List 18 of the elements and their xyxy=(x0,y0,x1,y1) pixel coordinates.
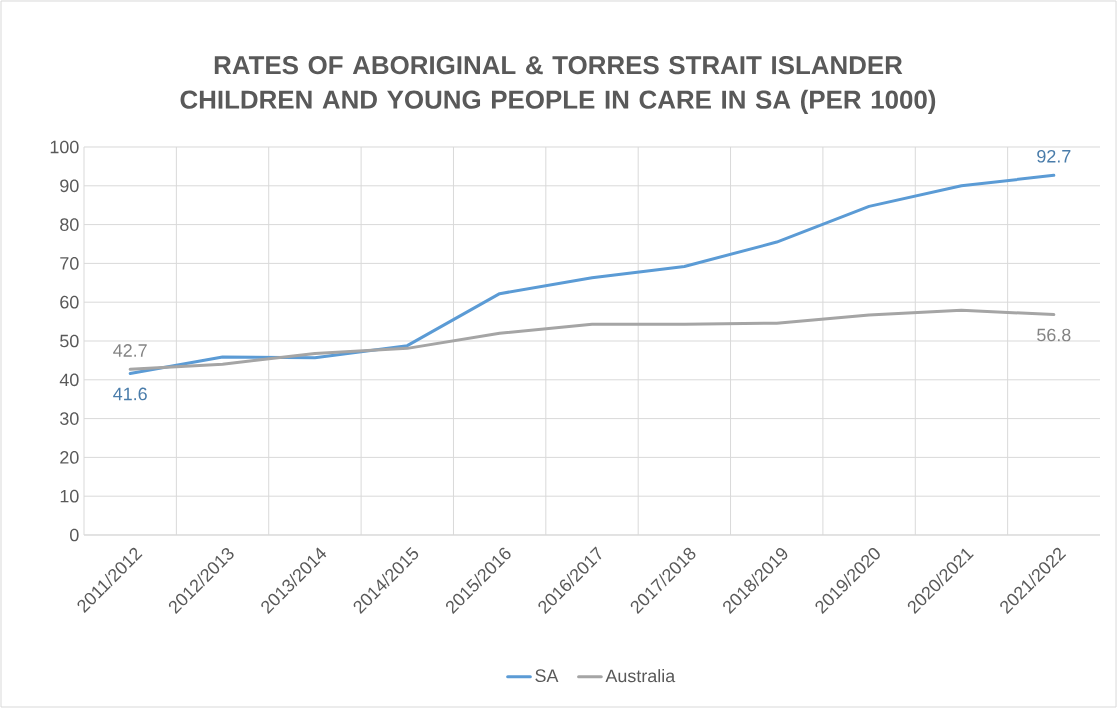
data-label: 42.7 xyxy=(113,344,147,357)
y-tick-label: 80 xyxy=(60,218,79,231)
data-label: 92.7 xyxy=(1037,149,1071,163)
y-tick-label: 50 xyxy=(60,334,79,348)
y-tick-label: 0 xyxy=(70,528,79,542)
legend-label: Australia xyxy=(605,669,676,683)
y-tick-label: 70 xyxy=(60,257,79,270)
y-tick-label: 60 xyxy=(60,295,79,309)
data-label: 41.6 xyxy=(113,387,147,401)
y-tick-label: 30 xyxy=(60,412,79,425)
y-tick-label: 20 xyxy=(60,451,79,464)
y-tick-label: 90 xyxy=(60,179,79,193)
y-tick-label: 10 xyxy=(60,489,79,503)
legend-label: SA xyxy=(535,669,559,683)
y-tick-label: 100 xyxy=(50,140,79,154)
data-label: 56.8 xyxy=(1037,328,1071,342)
y-tick-label: 40 xyxy=(59,373,79,387)
chart-title: RATES OF ABORIGINAL & TORRES STRAIT ISLANDER CHILDREN AND YOUNG PEOPLE IN CARE IN SA (PER 1000) xyxy=(180,56,936,114)
